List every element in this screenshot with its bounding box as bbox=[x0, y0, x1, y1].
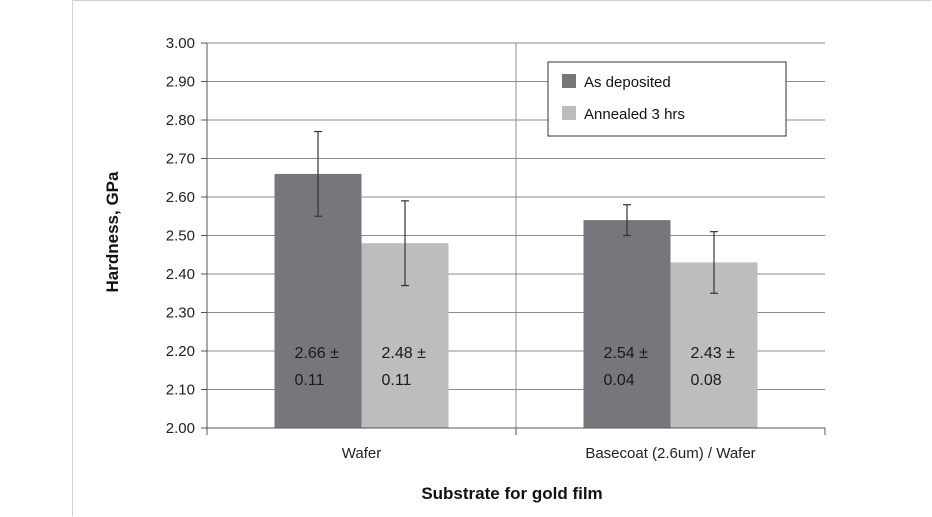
data-label: 0.11 bbox=[295, 372, 325, 389]
y-tick-label: 3.00 bbox=[166, 35, 195, 52]
y-tick-label: 2.00 bbox=[166, 420, 195, 437]
axes: 2.00 2.10 2.20 2.30 2.40 2.50 2.60 2.70 2.80 2.90… bbox=[166, 35, 826, 462]
y-tick-label: 2.20 bbox=[166, 343, 195, 360]
y-tick-label: 2.80 bbox=[166, 112, 195, 129]
data-label: 0.08 bbox=[691, 372, 722, 389]
y-tick-label: 2.30 bbox=[166, 305, 195, 322]
data-label: 2.48 ± bbox=[382, 345, 427, 362]
legend-swatch bbox=[562, 74, 576, 88]
x-tick-label: Basecoat (2.6um) / Wafer bbox=[585, 445, 755, 462]
error-bars bbox=[314, 130, 718, 294]
y-tick-label: 2.10 bbox=[166, 382, 195, 399]
legend-box bbox=[547, 61, 787, 137]
y-tick-label: 2.60 bbox=[166, 189, 195, 206]
legend-swatch bbox=[562, 106, 576, 120]
data-label: 2.54 ± bbox=[604, 345, 649, 362]
x-tick-label: Wafer bbox=[342, 445, 381, 462]
bars bbox=[274, 173, 758, 428]
y-tick-label: 2.90 bbox=[166, 74, 195, 91]
legend-label: As deposited bbox=[584, 74, 671, 91]
data-label: 0.11 bbox=[382, 372, 412, 389]
y-tick-label: 2.40 bbox=[166, 266, 195, 283]
y-tick-label: 2.70 bbox=[166, 151, 195, 168]
data-label: 0.04 bbox=[604, 372, 635, 389]
legend: As deposited Annealed 3 hrs bbox=[547, 61, 787, 137]
bar-labels: 2.66 ± 0.11 2.48 ± 0.11 2.54 ± 0.04 2.43 ± 0.08 bbox=[295, 345, 736, 389]
legend-label: Annealed 3 hrs bbox=[584, 106, 685, 123]
chart-frame bbox=[72, 0, 931, 516]
y-tick-label: 2.50 bbox=[166, 228, 195, 245]
x-axis-title: Substrate for gold film bbox=[421, 484, 602, 503]
data-label: 2.43 ± bbox=[691, 345, 736, 362]
y-axis-title: Hardness, GPa bbox=[103, 171, 122, 292]
bar bbox=[583, 220, 671, 428]
data-label: 2.66 ± bbox=[295, 345, 340, 362]
